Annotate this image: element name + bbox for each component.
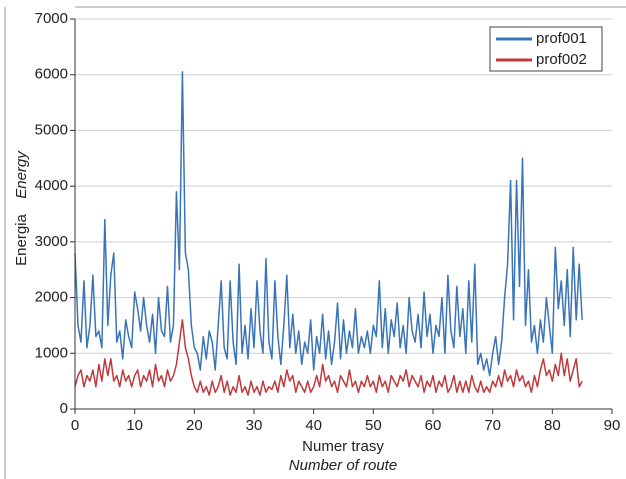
legend-label: prof002 <box>536 51 587 68</box>
x-tick-label: 0 <box>71 417 79 434</box>
series-line <box>74 319 583 396</box>
x-tick-label: 40 <box>305 417 322 434</box>
x-tick-label: 90 <box>604 417 621 434</box>
x-tick-label: 50 <box>365 417 382 434</box>
series-line <box>74 71 583 377</box>
y-tick-label: 6000 <box>35 66 68 83</box>
y-tick-label: 0 <box>60 400 68 417</box>
y-tick-label: 7000 <box>35 10 68 27</box>
x-tick-label: 70 <box>484 417 501 434</box>
x-axis-label: Numer trasy <box>302 438 384 455</box>
legend-label: prof001 <box>536 30 587 47</box>
y-axis-label-en: Energy <box>13 150 30 199</box>
legend-box <box>489 26 603 72</box>
x-tick-label: 10 <box>126 417 143 434</box>
y-tick-label: 3000 <box>35 233 68 250</box>
y-tick-label: 5000 <box>35 121 68 138</box>
y-axis-label: Energia <box>13 213 30 265</box>
x-tick-label: 30 <box>246 417 263 434</box>
y-tick-label: 2000 <box>35 289 68 306</box>
x-tick-label: 20 <box>186 417 203 434</box>
y-tick-label: 1000 <box>35 344 68 361</box>
x-tick-label: 60 <box>425 417 442 434</box>
y-tick-label: 4000 <box>35 177 68 194</box>
x-axis-label-en: Number of route <box>289 457 397 474</box>
x-tick-label: 80 <box>544 417 561 434</box>
